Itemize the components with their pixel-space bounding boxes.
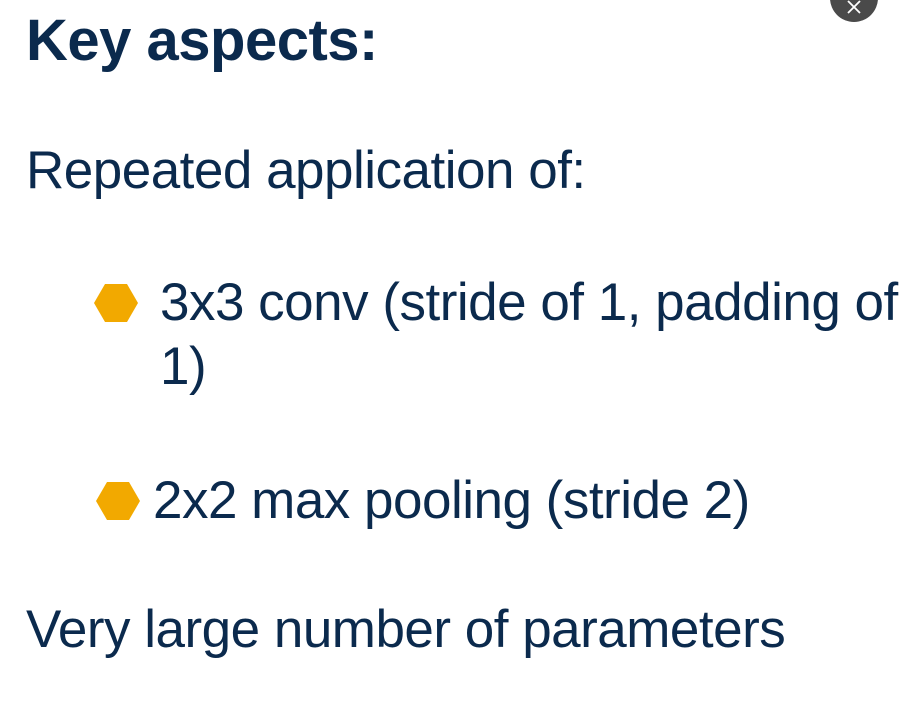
bullet-item-pooling: 2x2 max pooling (stride 2) — [153, 471, 750, 530]
intro-text: Repeated application of: — [26, 141, 586, 200]
bullet-item-conv: 3x3 conv (stride of 1, padding of 1) — [160, 273, 898, 396]
close-button[interactable] — [830, 0, 878, 22]
slide-heading: Key aspects: — [26, 8, 378, 73]
hexagon-bullet-icon — [94, 284, 138, 322]
footer-text: Very large number of parameters — [26, 600, 786, 659]
close-icon — [847, 0, 861, 14]
hexagon-bullet-icon — [96, 482, 140, 520]
